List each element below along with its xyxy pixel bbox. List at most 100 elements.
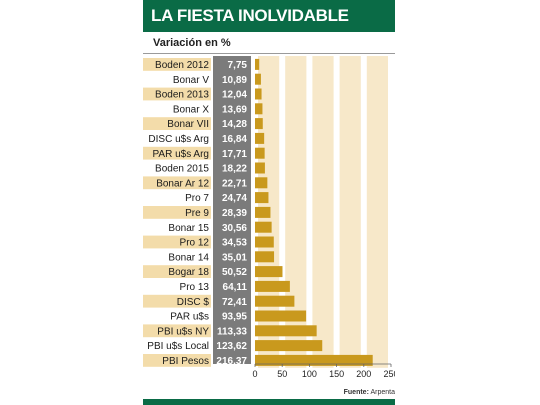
bar: [255, 251, 275, 263]
category-label: DISC $: [177, 297, 210, 308]
value-label: 17,71: [222, 149, 247, 160]
bar: [255, 162, 265, 174]
bar: [255, 192, 269, 204]
category-label-bg: [143, 294, 211, 308]
grid-stripe: [285, 56, 307, 368]
value-label: 22,71: [222, 178, 247, 189]
bar: [255, 236, 274, 248]
grid-stripe: [312, 56, 334, 368]
value-labels: 7,75 10,89 12,04 13,69 14,28 16,84 17,71 18,22 2…: [216, 60, 247, 367]
bar: [255, 103, 263, 115]
category-label-bg: [143, 176, 211, 190]
value-label: 10,89: [222, 75, 247, 86]
bottom-bar: [143, 399, 395, 405]
category-label-bg: [143, 324, 211, 338]
category-label: PAR u$s: [170, 312, 209, 323]
category-label: PAR u$s Arg: [152, 149, 209, 160]
x-tick-label: 50: [277, 369, 287, 379]
x-tick-label: 0: [252, 369, 257, 379]
chart-title: LA FIESTA INOLVIDABLE: [151, 6, 349, 25]
category-label: Pre 9: [185, 208, 209, 219]
category-label: Boden 2015: [155, 164, 209, 175]
category-label-bg: [143, 117, 211, 130]
value-label: 123,62: [216, 341, 247, 352]
bar-chart: Boden 2012 Bonar V Boden 2013 Bonar X Bonar …: [143, 56, 395, 379]
value-label: 16,84: [222, 134, 247, 145]
grid-stripe: [366, 56, 388, 368]
x-tick-label: 100: [302, 369, 317, 379]
infographic: LA FIESTA INOLVIDABLE Variación en % Bod…: [143, 0, 395, 405]
value-label: 72,41: [222, 297, 247, 308]
bar: [255, 58, 260, 70]
value-label: 93,95: [222, 312, 247, 323]
bar: [255, 177, 268, 189]
bar: [255, 147, 265, 159]
category-label: Pro 7: [185, 193, 209, 204]
bar: [255, 280, 290, 292]
x-tick-label: 200: [356, 369, 371, 379]
bar: [255, 266, 283, 278]
value-label: 18,22: [222, 164, 247, 175]
bar: [255, 118, 263, 130]
category-label-bg: [143, 146, 211, 160]
category-label-bg: [143, 87, 211, 101]
category-label: Bonar 14: [168, 252, 209, 263]
category-label-bg: [143, 354, 211, 367]
category-label: PBI Pesos: [162, 356, 209, 367]
category-label: Boden 2012: [155, 60, 209, 71]
grid-stripe: [339, 56, 361, 368]
category-label: DISC u$s Arg: [148, 134, 209, 145]
value-label: 50,52: [222, 267, 247, 278]
category-label: Bonar V: [173, 75, 209, 86]
category-label-bg: [143, 206, 211, 219]
value-label: 216,37: [216, 356, 247, 367]
category-labels: Boden 2012 Bonar V Boden 2013 Bonar X Bonar …: [143, 58, 211, 367]
value-label: 14,28: [222, 119, 247, 130]
source-name: Arpenta: [370, 389, 395, 396]
category-label: Pro 12: [180, 238, 210, 249]
x-axis-ticks: 0 50 100 150 200 250: [252, 364, 395, 379]
value-label: 113,33: [217, 326, 247, 337]
value-label: 12,04: [222, 90, 247, 101]
category-label-bg: [143, 58, 211, 71]
background-stripes: [258, 56, 388, 368]
bar: [255, 73, 261, 85]
bar: [255, 340, 323, 352]
category-label: Bonar VII: [167, 119, 209, 130]
value-label: 30,56: [222, 223, 247, 234]
bar: [255, 325, 317, 337]
bar: [255, 295, 295, 307]
value-label: 24,74: [222, 193, 247, 204]
category-label: Bonar Ar 12: [156, 178, 209, 189]
value-label: 34,53: [222, 238, 247, 249]
category-label-bg: [143, 235, 211, 249]
bar: [255, 206, 271, 218]
value-label: 35,01: [222, 252, 247, 263]
category-label-bg: [143, 265, 211, 278]
value-column-background: [213, 56, 251, 364]
value-label: 64,11: [223, 282, 248, 293]
category-label: PBI u$s Local: [147, 341, 209, 352]
value-label: 28,39: [222, 208, 247, 219]
source-label: Fuente:: [343, 389, 369, 396]
category-label: Bonar X: [173, 104, 209, 115]
title-bar: LA FIESTA INOLVIDABLE: [143, 0, 395, 32]
x-tick-label: 150: [329, 369, 344, 379]
category-label: PBI u$s NY: [157, 326, 209, 337]
value-label: 13,69: [222, 104, 247, 115]
category-label: Pro 13: [180, 282, 210, 293]
subtitle-divider: [143, 53, 395, 54]
bar: [255, 354, 373, 366]
bar: [255, 88, 262, 100]
value-label: 7,75: [228, 60, 248, 71]
x-tick-label: 250: [383, 369, 395, 379]
bar: [255, 132, 265, 144]
source-note: Fuente: Arpenta: [143, 389, 395, 396]
bars: [255, 58, 373, 366]
bar: [255, 221, 272, 233]
chart-subtitle: Variación en %: [153, 37, 231, 49]
category-label: Bonar 15: [168, 223, 209, 234]
category-label: Bogar 18: [168, 267, 209, 278]
category-label: Boden 2013: [155, 90, 209, 101]
bar: [255, 310, 307, 322]
